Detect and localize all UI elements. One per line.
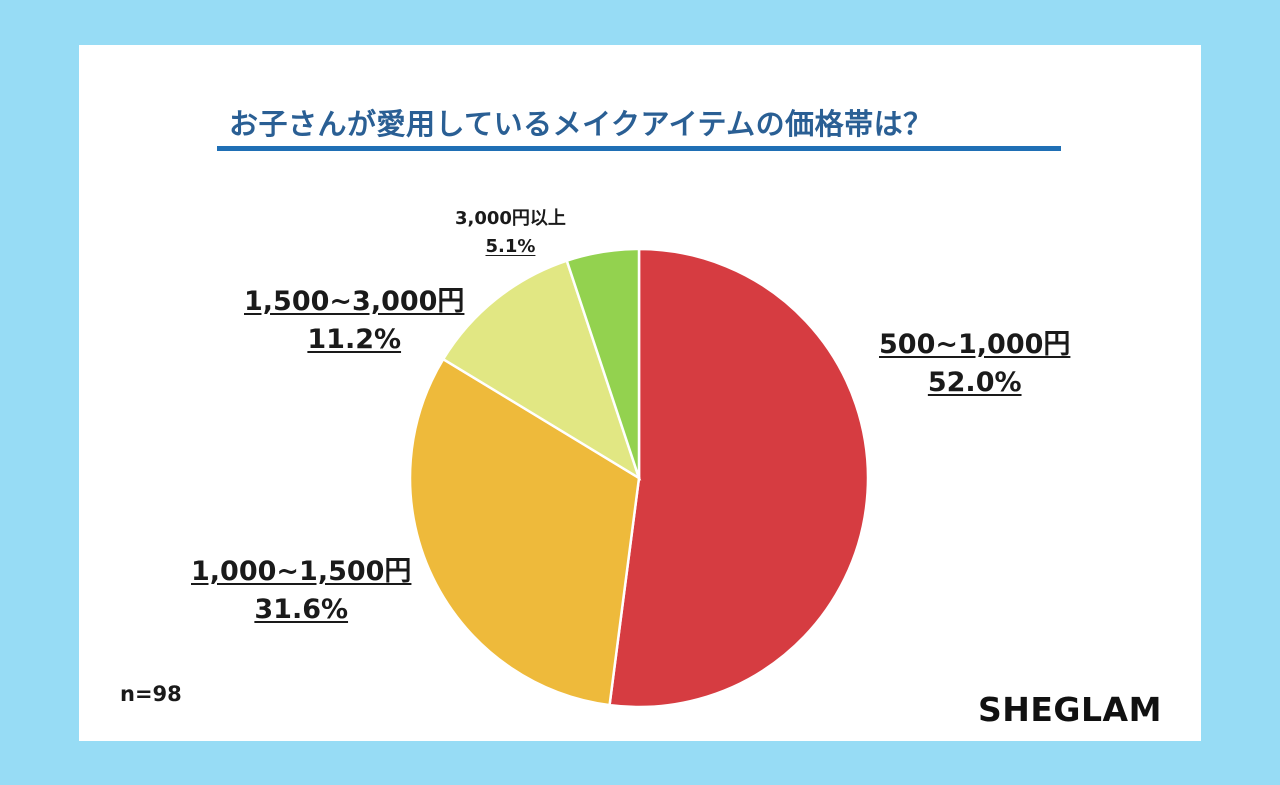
pie-slice [408,357,641,707]
pie-chart [408,247,870,709]
pie-slices [408,247,870,709]
sample-size: n=98 [120,682,182,706]
title-underline [217,146,1061,151]
label-3000-plus: 3,000円以上 5.1% [455,208,566,257]
brand-logo: SHEGLAM [978,690,1162,729]
pie-slice [565,247,641,479]
label-1000-1500: 1,000~1,500円 31.6% [191,556,412,625]
pie-slice [441,259,642,481]
label-1500-3000: 1,500~3,000円 11.2% [244,286,465,355]
label-500-1000: 500~1,000円 52.0% [879,329,1071,398]
chart-card: お子さんが愛用しているメイクアイテムの価格帯は？ 500~1,000円 52.0… [79,45,1201,741]
pie-slice [608,247,870,709]
chart-title: お子さんが愛用しているメイクアイテムの価格帯は？ [229,107,933,141]
